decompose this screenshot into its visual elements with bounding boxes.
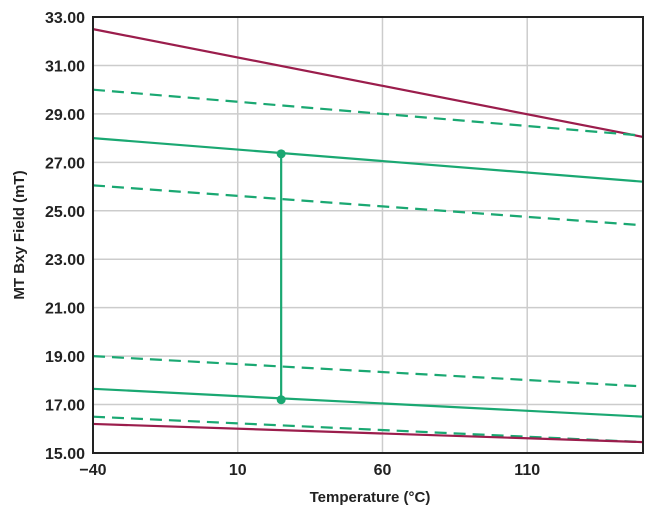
y-tick-label: 19.00 (45, 349, 85, 366)
series-line-7 (92, 415, 644, 444)
y-tick-label: 21.00 (45, 301, 85, 318)
series-line-8 (92, 422, 644, 444)
y-tick-label: 23.00 (45, 252, 85, 269)
series-line-6 (92, 387, 644, 418)
y-tick-label: 17.00 (45, 398, 85, 415)
y-tick-label: 25.00 (45, 204, 85, 221)
x-tick-label: −40 (79, 462, 106, 479)
y-tick-label: 31.00 (45, 58, 85, 75)
series-lines (92, 28, 644, 444)
series-line-3 (92, 137, 644, 183)
y-tick-label: 33.00 (45, 10, 85, 27)
x-tick-label: 110 (514, 462, 540, 479)
series-line-2 (92, 88, 644, 137)
range-marker (276, 149, 286, 405)
x-tick-label: 60 (374, 462, 392, 479)
series-line-5 (92, 355, 644, 388)
y-tick-label: 15.00 (45, 446, 85, 463)
series-line-1 (92, 28, 644, 138)
range-point (276, 149, 286, 159)
x-axis-label: Temperature (°C) (310, 489, 431, 506)
series-line-4 (92, 184, 644, 227)
x-tick-labels: −40 10 60 110 (79, 462, 540, 479)
plot-frame (92, 16, 644, 454)
x-tick-label: 10 (229, 462, 247, 479)
y-tick-label: 29.00 (45, 107, 85, 124)
y-axis-label: MT Bxy Field (mT) (11, 170, 28, 299)
y-tick-labels: 15.00 17.00 19.00 21.00 23.00 25.00 27.00 29.00… (45, 10, 85, 463)
y-tick-label: 27.00 (45, 155, 85, 172)
range-point (276, 395, 286, 405)
